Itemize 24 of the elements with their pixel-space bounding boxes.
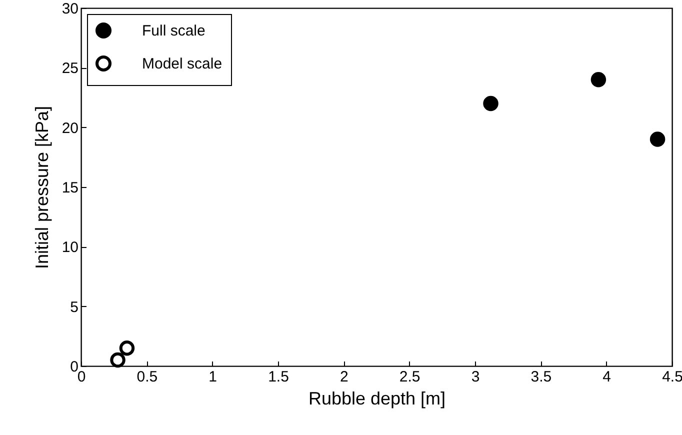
point [119,340,135,356]
x-tick-label: 2.5 [399,368,420,386]
y-tick-label: 20 [62,120,78,137]
x-tick-label: 3 [471,368,480,386]
x-axis-title: Rubble depth [m] [308,388,446,408]
y-tick-label: 15 [62,180,78,196]
x-tick-label: 4 [602,368,612,386]
x-tick-label: 3.5 [530,368,552,386]
x-tick-label: 1 [208,368,218,386]
point [483,96,498,112]
y-tick-label: 30 [62,0,78,18]
point [650,132,666,147]
x-tick-label: 4.5 [662,368,682,386]
y-tick-label: 25 [62,60,78,78]
point [110,352,126,368]
x-tick-label: 1.5 [268,368,289,386]
y-tick-label: 10 [62,239,78,256]
point [590,72,606,88]
y-axis-title: Initial pressure [kPa] [32,106,52,270]
legend-label: Full scale [142,22,206,40]
x-tick-label: 2 [340,368,348,386]
legend-label: Model scale [142,56,222,72]
x-tick-label: 0.5 [136,368,158,386]
y-tick-label: 5 [70,298,78,316]
